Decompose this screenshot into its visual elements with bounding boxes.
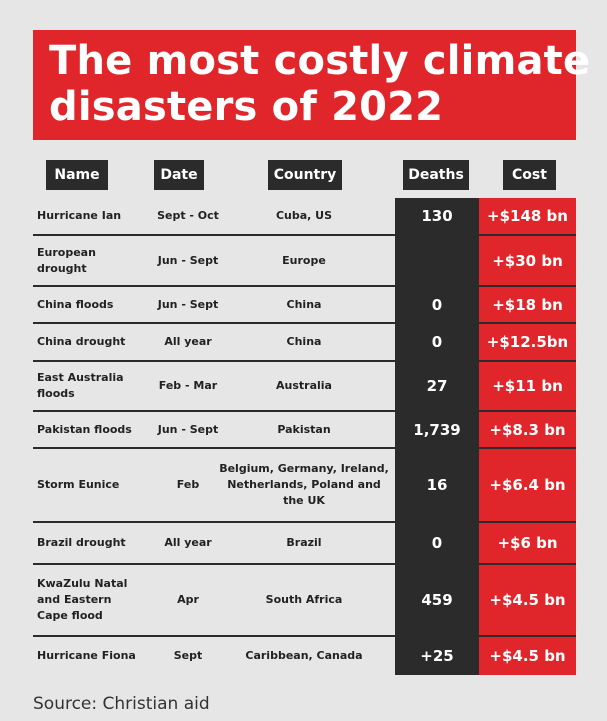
cell-cost: +$6.4 bn [479, 449, 576, 521]
cell-name: Hurricane Ian [37, 209, 122, 222]
cell-date: Sept - Oct [157, 209, 219, 222]
cell-name: China drought [37, 335, 126, 348]
cell-country: Australia [276, 379, 332, 392]
table-row: East Australia floods Feb - Mar Australi… [33, 362, 576, 412]
cell-deaths: 459 [395, 565, 479, 635]
table-row: Pakistan floods Jun - Sept Pakistan 1,73… [33, 412, 576, 449]
cell-country: China [286, 335, 322, 348]
cell-deaths: 1,739 [395, 412, 479, 447]
header-country: Country [268, 160, 342, 190]
cell-country: Caribbean, Canada [245, 649, 363, 662]
cell-date: All year [164, 335, 212, 348]
table-row: Brazil drought All year Brazil 0 +$6 bn [33, 523, 576, 565]
cell-cost: +$18 bn [479, 287, 576, 322]
header-deaths: Deaths [403, 160, 469, 190]
cell-cost: +$30 bn [479, 236, 576, 285]
cell-country: Brazil [286, 536, 322, 549]
cell-cost: +$4.5 bn [479, 637, 576, 675]
table-row: Hurricane Ian Sept - Oct Cuba, US 130 +$… [33, 198, 576, 236]
cell-date: Apr [177, 593, 199, 606]
cell-name: China floods [37, 297, 114, 311]
header-name: Name [46, 160, 108, 190]
cell-cost: +$12.5bn [479, 324, 576, 360]
cell-date: Jun - Sept [157, 253, 219, 267]
cell-date: Feb - Mar [158, 379, 218, 392]
title-line-1: The most costly climate [49, 38, 591, 84]
cell-cost: +$148 bn [479, 198, 576, 234]
cell-country: Europe [282, 253, 326, 267]
header-date: Date [154, 160, 204, 190]
cell-deaths: 0 [395, 287, 479, 322]
cell-deaths: 130 [395, 198, 479, 234]
cell-date: Feb [176, 478, 200, 491]
table-row: China drought All year China 0 +$12.5bn [33, 324, 576, 362]
cell-deaths: +25 [395, 637, 479, 675]
cell-date: Sept [173, 649, 203, 662]
header-cost: Cost [503, 160, 556, 190]
cell-country: China [286, 297, 322, 311]
cell-name: Pakistan floods [37, 422, 132, 436]
cell-date: All year [164, 536, 212, 549]
cell-country: Cuba, US [275, 209, 333, 222]
cell-date: Jun - Sept [157, 422, 219, 436]
cell-date: Jun - Sept [157, 297, 219, 311]
cell-cost: +$6 bn [479, 523, 576, 563]
cell-name: East Australia floods [37, 371, 124, 400]
table-row: China floods Jun - Sept China 0 +$18 bn [33, 287, 576, 324]
cell-deaths: 27 [395, 362, 479, 410]
table-row: Hurricane Fiona Sept Caribbean, Canada +… [33, 637, 576, 675]
title-banner: The most costly climate disasters of 202… [33, 30, 591, 140]
table-row: European drought Jun - Sept Europe +$30 … [33, 236, 576, 287]
cell-name: Brazil drought [37, 536, 126, 549]
source-caption: Source: Christian aid [33, 694, 210, 714]
cell-deaths: 16 [395, 449, 479, 521]
cell-deaths: 0 [395, 523, 479, 563]
cell-country: Pakistan [277, 422, 331, 436]
title-line-2: disasters of 2022 [49, 84, 444, 130]
cell-cost: +$4.5 bn [479, 565, 576, 635]
cell-name: Hurricane Fiona [37, 649, 136, 662]
cell-name: European drought [37, 245, 96, 275]
cell-deaths: 0 [395, 324, 479, 360]
cell-country: Belgium, Germany, Ireland, Netherlands, … [219, 462, 389, 507]
cell-name: KwaZulu Natal and Eastern Cape flood [37, 577, 128, 622]
cell-name: Storm Eunice [37, 478, 120, 491]
cell-deaths [395, 236, 479, 285]
table-row: KwaZulu Natal and Eastern Cape flood Apr… [33, 565, 576, 637]
table-row: Storm Eunice Feb Belgium, Germany, Irela… [33, 449, 576, 523]
cell-cost: +$8.3 bn [479, 412, 576, 447]
cell-cost: +$11 bn [479, 362, 576, 410]
cell-country: South Africa [265, 593, 343, 606]
